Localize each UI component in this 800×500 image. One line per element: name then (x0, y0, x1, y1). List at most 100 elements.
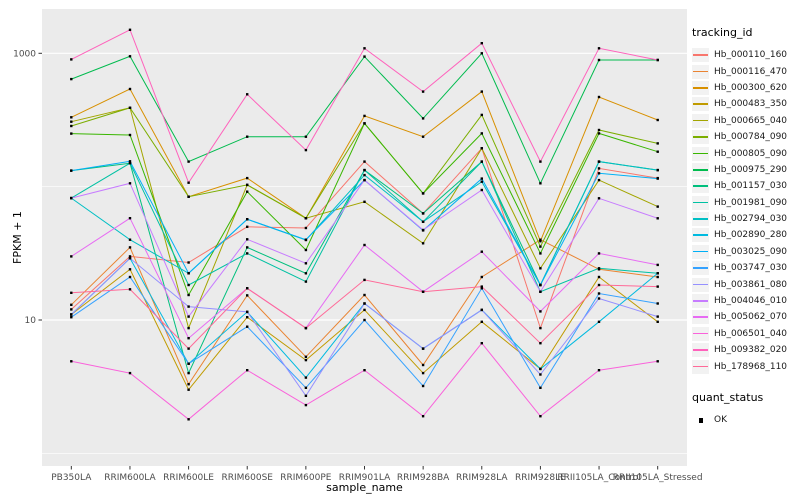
data-point (421, 242, 425, 245)
legend-item-label: Hb_178968_110 (714, 361, 788, 372)
legend-item-Hb_001157_030: Hb_001157_030 (692, 178, 798, 194)
data-point (304, 262, 308, 265)
data-point (304, 394, 308, 397)
data-point (128, 268, 132, 271)
data-point (480, 160, 483, 163)
legend-key-swatch (692, 146, 709, 161)
data-point (480, 285, 483, 288)
data-point (363, 278, 366, 282)
data-point (480, 42, 483, 45)
legend-item-label: Hb_003747_030 (714, 263, 788, 274)
data-point (421, 347, 425, 350)
data-point (656, 150, 659, 153)
data-point (246, 246, 249, 249)
data-point (187, 283, 190, 287)
data-point (539, 290, 542, 293)
legend-line-icon (693, 234, 708, 237)
data-point (597, 320, 601, 323)
data-point (656, 285, 659, 288)
data-point (421, 117, 425, 120)
data-point (480, 342, 483, 345)
legend-item-Hb_004046_010: Hb_004046_010 (692, 293, 798, 309)
x-tick-label: RRIM928LA (456, 473, 508, 483)
data-point (363, 308, 366, 312)
data-point (187, 305, 190, 308)
legend-item-label: Hb_000805_090 (714, 148, 788, 159)
data-point (656, 58, 659, 62)
legend-item-label: Hb_000116_470 (714, 66, 788, 77)
legend-item-Hb_000110_160: Hb_000110_160 (692, 47, 798, 63)
data-point (363, 369, 366, 372)
data-point (187, 195, 190, 198)
data-point (70, 255, 73, 258)
legend-line-icon (693, 283, 708, 286)
data-point (656, 177, 659, 180)
data-point (539, 267, 542, 270)
data-point (597, 167, 601, 170)
legend-key-swatch (692, 64, 709, 79)
data-point (187, 181, 190, 184)
data-point (187, 160, 190, 163)
data-point (187, 371, 190, 375)
data-point (656, 263, 659, 267)
legend-item-Hb_003861_080: Hb_003861_080 (692, 276, 798, 292)
legend-line-icon (693, 267, 708, 269)
data-point (597, 58, 601, 62)
data-point (421, 384, 425, 388)
data-point (421, 220, 425, 223)
x-tick-label: PB350LA (51, 473, 92, 483)
legend-line-icon (693, 218, 708, 220)
legend-key-swatch (692, 97, 709, 112)
data-point (187, 315, 190, 318)
data-point (246, 325, 249, 328)
data-point (70, 291, 73, 294)
data-point (128, 28, 132, 31)
legend-key-swatch (692, 244, 709, 259)
data-point (363, 318, 366, 322)
data-point (363, 55, 366, 58)
data-point (128, 275, 132, 279)
data-point (597, 292, 601, 295)
data-point (128, 182, 132, 185)
legend-item-label: Hb_005062_070 (714, 312, 788, 323)
data-point (187, 261, 190, 264)
data-point (480, 250, 483, 253)
legend-item-label: Hb_000665_040 (714, 115, 788, 126)
data-point (597, 283, 601, 287)
data-point (304, 248, 308, 252)
data-point (363, 243, 366, 247)
legend-key-swatch (692, 212, 709, 227)
data-point (187, 388, 190, 391)
legend-item-Hb_001981_090: Hb_001981_090 (692, 195, 798, 211)
legend-item-label: Hb_002794_030 (714, 214, 788, 225)
data-point (304, 272, 308, 275)
data-point (656, 217, 659, 220)
legend-line-icon (693, 332, 708, 335)
data-point (70, 303, 73, 306)
legend-key-swatch (692, 261, 709, 276)
data-point (70, 58, 73, 61)
data-point (539, 182, 542, 185)
data-point (187, 347, 190, 350)
data-point (539, 386, 542, 389)
data-point (70, 120, 73, 123)
legend-item-label: Hb_009382_020 (714, 345, 788, 356)
data-point (246, 252, 249, 255)
legend-item-Hb_003747_030: Hb_003747_030 (692, 260, 798, 276)
legend-line-icon (693, 119, 708, 122)
data-point (363, 178, 366, 182)
data-point (421, 212, 425, 215)
data-point (128, 133, 132, 137)
data-point (246, 135, 249, 138)
data-point (539, 373, 542, 376)
data-point (70, 360, 73, 363)
data-point (304, 226, 308, 230)
x-tick-label: RRIM928LE (515, 473, 566, 483)
legend-item-label: OK (714, 415, 727, 425)
legend-item-label: Hb_003025_090 (714, 246, 788, 257)
data-point (246, 176, 249, 180)
legend-key-swatch (692, 162, 709, 177)
data-point (246, 287, 249, 290)
data-point (128, 257, 132, 260)
y-tick-label: 10 (25, 316, 37, 326)
